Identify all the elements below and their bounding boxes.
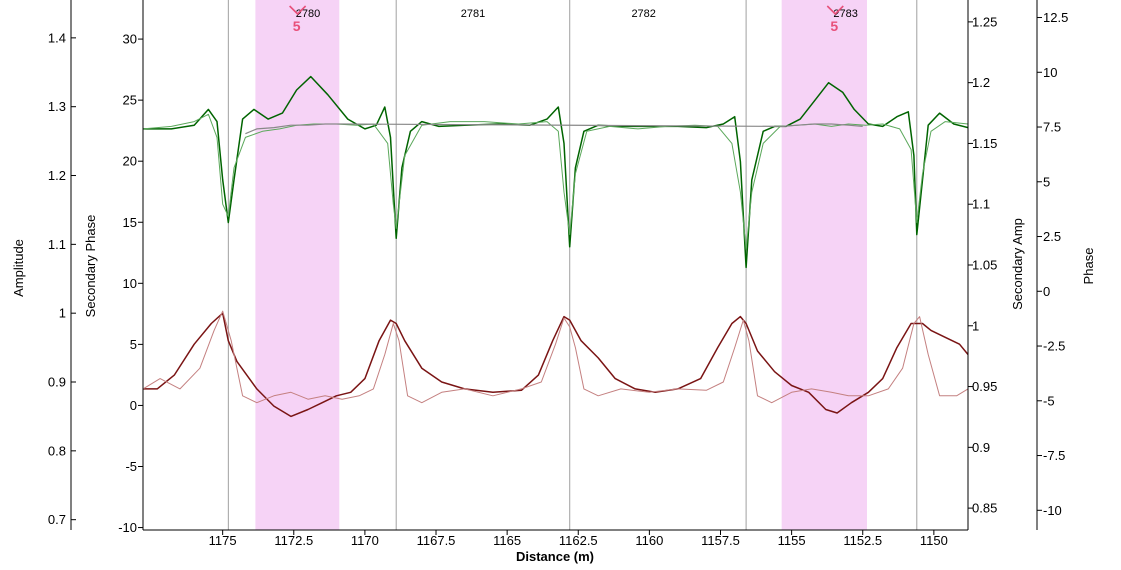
phase-tick-label: -5 (1043, 393, 1055, 408)
phase-tick-label: 10 (1043, 65, 1057, 80)
x-tick-label: 1170 (351, 533, 379, 548)
amplitude-tick-label: 1.4 (48, 30, 66, 45)
series-line-3 (142, 310, 969, 404)
x-axis-title: Distance (m) (516, 549, 594, 564)
highlight-bands (255, 0, 868, 530)
secondary-amp-tick-label: 1.25 (972, 14, 997, 29)
anomaly-marker (289, 5, 307, 16)
phase-tick-label: -10 (1043, 503, 1062, 518)
secondary-phase-tick-label: -5 (125, 459, 137, 474)
amplitude-tick-label: 1 (59, 306, 66, 321)
segment-label: 2782 (631, 8, 655, 20)
secondary-phase-axis-title: Secondary Phase (83, 215, 98, 318)
phase-tick-label: -7.5 (1043, 448, 1065, 463)
x-tick-label: 1152.5 (843, 533, 882, 548)
secondary-phase-tick-label: 15 (123, 215, 137, 230)
segment-label: 2781 (461, 8, 485, 20)
secondary-phase-tick-label: 30 (123, 32, 137, 47)
data-series (142, 75, 969, 418)
secondary-amp-tick-label: 1.2 (972, 75, 990, 90)
phase-tick-label: 2.5 (1043, 229, 1061, 244)
x-tick-label: 1172.5 (274, 533, 313, 548)
phase-tick-label: 0 (1043, 284, 1050, 299)
amplitude-tick-label: 1.1 (48, 237, 66, 252)
anomaly-marker (826, 5, 844, 16)
amplitude-tick-label: 0.7 (48, 512, 66, 527)
phase-tick-label: 12.5 (1043, 10, 1068, 25)
amplitude-tick-label: 0.8 (48, 443, 66, 458)
secondary-amp-tick-label: 1.05 (972, 258, 997, 273)
phase-axis-title: Phase (1081, 248, 1096, 285)
secondary-phase-tick-label: 25 (123, 93, 137, 108)
amplitude-tick-label: 1.3 (48, 99, 66, 114)
x-tick-label: 1157.5 (701, 533, 740, 548)
secondary-amp-tick-label: 1.15 (972, 136, 997, 151)
secondary-phase-tick-label: 20 (123, 154, 137, 169)
x-tick-label: 1150 (920, 533, 948, 548)
amplitude-tick-label: 0.9 (48, 375, 66, 390)
highlight-band-1 (781, 0, 868, 530)
x-tick-label: 1160 (635, 533, 663, 548)
x-tick-label: 1162.5 (559, 533, 598, 548)
series-line-2 (143, 312, 969, 418)
anomaly-label: 5 (293, 18, 301, 34)
secondary-phase-tick-label: -10 (118, 520, 137, 535)
phase-tick-label: 7.5 (1043, 120, 1061, 135)
x-tick-label: 1175 (209, 533, 237, 548)
phase-tick-label: -2.5 (1043, 339, 1065, 354)
series-line-4 (245, 123, 863, 135)
anomaly-label: 5 (830, 18, 838, 34)
segment-boundaries (227, 0, 918, 530)
phase-tick-label: 5 (1043, 174, 1050, 189)
secondary-amp-tick-label: 0.95 (972, 379, 997, 394)
secondary-amp-tick-label: 1 (972, 318, 979, 333)
secondary-amp-tick-label: 0.9 (972, 440, 990, 455)
x-tick-label: 1155 (778, 533, 806, 548)
segment-label: 2783 (833, 8, 857, 20)
segment-label: 2780 (296, 8, 320, 20)
series-line-0 (143, 75, 969, 269)
secondary-phase-tick-label: 0 (130, 398, 137, 413)
secondary-phase-tick-label: 5 (130, 337, 137, 352)
secondary-amp-tick-label: 0.85 (972, 501, 997, 516)
highlight-band-0 (255, 0, 340, 530)
x-tick-label: 1165 (493, 533, 521, 548)
series-line-1 (142, 113, 969, 250)
axes: 1175 1172.5 1170 1167.5 1165 1162.5 1160 1157.5… (48, 0, 1068, 548)
amplitude-tick-label: 1.2 (48, 168, 66, 183)
secondary-amp-tick-label: 1.1 (972, 197, 990, 212)
amplitude-axis-title: Amplitude (11, 239, 26, 297)
secondary-phase-tick-label: 10 (123, 276, 137, 291)
secondary-amp-axis-title: Secondary Amp (1010, 218, 1025, 310)
x-tick-label: 1167.5 (417, 533, 456, 548)
